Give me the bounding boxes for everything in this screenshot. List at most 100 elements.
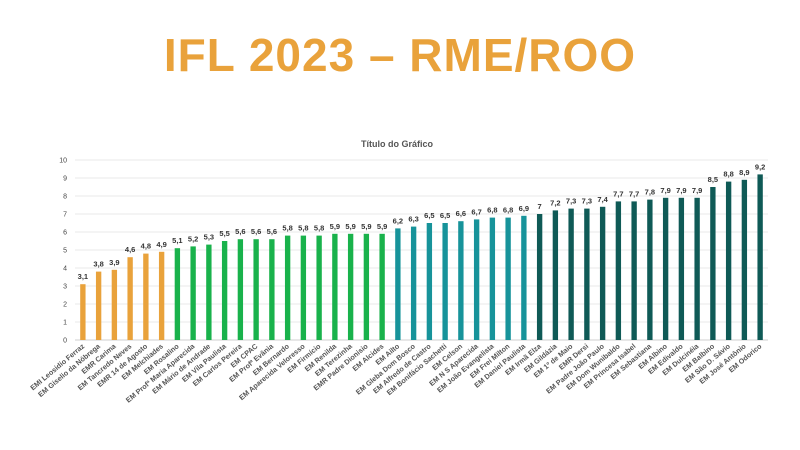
data-label: 8,5 xyxy=(708,175,718,184)
data-label: 7,3 xyxy=(566,197,576,206)
data-label: 5,1 xyxy=(172,236,182,245)
bar xyxy=(521,215,527,340)
data-label: 7,2 xyxy=(550,198,560,207)
bar xyxy=(379,233,385,340)
data-label: 3,8 xyxy=(93,260,103,269)
data-label: 7,8 xyxy=(645,188,655,197)
data-label: 6,7 xyxy=(471,207,481,216)
bar xyxy=(442,223,448,340)
bar xyxy=(473,219,480,340)
bar xyxy=(615,201,622,340)
bar xyxy=(568,208,574,340)
bar xyxy=(631,201,637,340)
bar xyxy=(741,179,748,340)
bar xyxy=(253,239,259,340)
data-label: 7,7 xyxy=(629,189,639,198)
data-label: 7 xyxy=(538,202,542,211)
bar xyxy=(725,181,732,340)
data-label: 8,9 xyxy=(739,168,749,177)
bar xyxy=(458,221,464,340)
bar xyxy=(410,226,417,340)
data-label: 9,2 xyxy=(755,162,765,171)
bar xyxy=(599,206,606,340)
bar xyxy=(332,233,338,340)
bar xyxy=(284,235,291,340)
data-label: 6,9 xyxy=(519,204,529,213)
chart-title: Título do Gráfico xyxy=(361,139,433,149)
bar xyxy=(190,246,196,340)
bar xyxy=(316,235,322,340)
y-tick-label: 2 xyxy=(63,302,67,309)
slide-title: IFL 2023 – RME/ROO xyxy=(163,29,637,81)
y-axis: 0 1 2 3 4 5 6 7 8 9 10 xyxy=(59,158,67,345)
data-label: 6,5 xyxy=(440,211,450,220)
bar xyxy=(647,199,653,340)
data-label: 6,6 xyxy=(456,209,466,218)
data-labels: 3,1 3,8 3,9 4,6 4,8 4,9 5,1 5,2 5,3 5,5 5,6 5,6 5,6 5… xyxy=(78,162,766,281)
bar xyxy=(678,197,685,340)
y-tick-label: 7 xyxy=(63,212,67,219)
data-label: 5,9 xyxy=(330,222,340,231)
bar xyxy=(489,217,496,340)
data-label: 3,9 xyxy=(109,258,119,267)
data-label: 7,4 xyxy=(597,195,608,204)
data-label: 6,3 xyxy=(408,215,418,224)
y-tick-label: 0 xyxy=(63,338,67,345)
bar xyxy=(221,241,228,340)
bar xyxy=(694,197,700,340)
bar xyxy=(757,174,763,340)
y-tick-label: 1 xyxy=(63,320,67,327)
y-tick-label: 8 xyxy=(63,194,67,201)
data-label: 6,8 xyxy=(503,206,513,215)
data-label: 5,6 xyxy=(267,227,277,236)
bar xyxy=(584,208,590,340)
bar xyxy=(174,248,181,340)
data-label: 7,9 xyxy=(692,186,702,195)
bar xyxy=(395,228,401,340)
data-label: 5,9 xyxy=(361,222,371,231)
data-label: 5,3 xyxy=(204,233,214,242)
data-label: 5,5 xyxy=(219,229,229,238)
bar xyxy=(347,233,354,340)
data-label: 7,9 xyxy=(660,186,670,195)
data-label: 7,9 xyxy=(676,186,686,195)
data-label: 6,8 xyxy=(487,206,497,215)
bar xyxy=(127,257,133,340)
data-label: 6,2 xyxy=(393,216,403,225)
bar xyxy=(143,253,149,340)
data-label: 5,8 xyxy=(314,224,324,233)
data-label: 5,8 xyxy=(298,224,308,233)
data-label: 5,9 xyxy=(377,222,387,231)
bar xyxy=(505,217,511,340)
data-label: 5,6 xyxy=(235,227,245,236)
bar xyxy=(206,244,212,340)
bars xyxy=(80,174,763,340)
bar xyxy=(662,197,669,340)
bar xyxy=(237,239,244,340)
bar xyxy=(536,214,543,340)
bar xyxy=(300,235,307,340)
data-label: 6,5 xyxy=(424,211,434,220)
data-label: 5,6 xyxy=(251,227,261,236)
bar xyxy=(111,269,118,340)
bar xyxy=(552,210,559,340)
y-tick-label: 3 xyxy=(63,284,67,291)
data-label: 7,7 xyxy=(613,189,623,198)
bar xyxy=(710,187,716,340)
bar xyxy=(95,271,102,340)
bar xyxy=(80,284,86,340)
data-label: 8,8 xyxy=(723,170,733,179)
data-label: 5,9 xyxy=(345,222,355,231)
bar xyxy=(363,233,370,340)
data-label: 3,1 xyxy=(78,272,88,281)
data-label: 4,6 xyxy=(125,245,135,254)
bar xyxy=(426,223,433,340)
y-tick-label: 5 xyxy=(63,248,67,255)
data-label: 4,8 xyxy=(141,242,151,251)
y-tick-label: 4 xyxy=(63,266,67,273)
data-label: 4,9 xyxy=(156,240,166,249)
y-tick-label: 6 xyxy=(63,230,67,237)
data-label: 5,8 xyxy=(282,224,292,233)
